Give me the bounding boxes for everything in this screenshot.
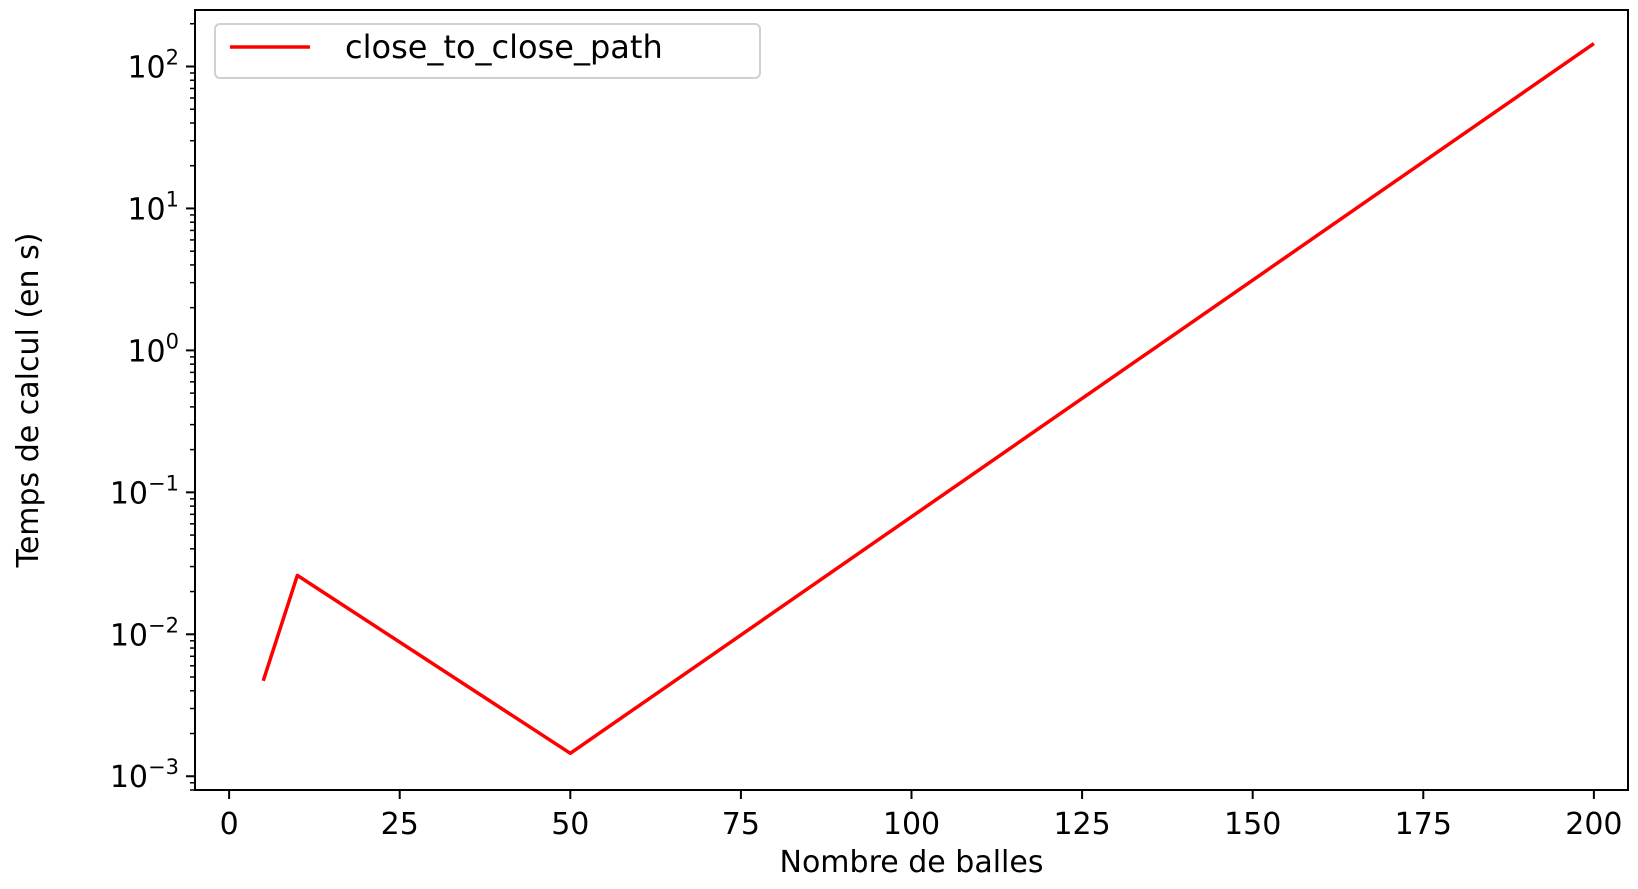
x-tick-label: 25 bbox=[381, 807, 419, 842]
x-tick-label: 100 bbox=[883, 807, 940, 842]
series-layer bbox=[261, 42, 1595, 756]
y-tick-label: 100 bbox=[127, 329, 179, 369]
y-tick-label: 102 bbox=[127, 45, 179, 85]
legend-label: close_to_close_path bbox=[345, 28, 663, 66]
x-tick-label: 50 bbox=[551, 807, 589, 842]
y-axis-label: Temps de calcul (en s) bbox=[11, 233, 46, 569]
x-tick-label: 75 bbox=[722, 807, 760, 842]
x-axis-label: Nombre de balles bbox=[780, 845, 1044, 880]
x-tick-label: 175 bbox=[1395, 807, 1452, 842]
legend: close_to_close_path bbox=[214, 23, 761, 79]
plot-frame bbox=[194, 9, 1629, 791]
x-tick-label: 200 bbox=[1565, 807, 1622, 842]
x-axis: 0 25 50 75 100 125 150 175 200 bbox=[220, 790, 1623, 842]
y-tick-label: 10−1 bbox=[110, 471, 179, 511]
legend-box bbox=[214, 23, 761, 79]
series-line bbox=[261, 42, 1595, 756]
plot-area bbox=[194, 9, 1629, 791]
y-tick-label: 10−2 bbox=[110, 613, 179, 653]
x-tick-label: 125 bbox=[1053, 807, 1110, 842]
x-tick-label: 0 bbox=[220, 807, 239, 842]
y-tick-label: 10−3 bbox=[110, 755, 179, 795]
y-axis: 10−3 10−2 10−1 100 101 102 bbox=[110, 23, 195, 795]
y-tick-label: 101 bbox=[127, 187, 179, 227]
x-tick-label: 150 bbox=[1224, 807, 1281, 842]
